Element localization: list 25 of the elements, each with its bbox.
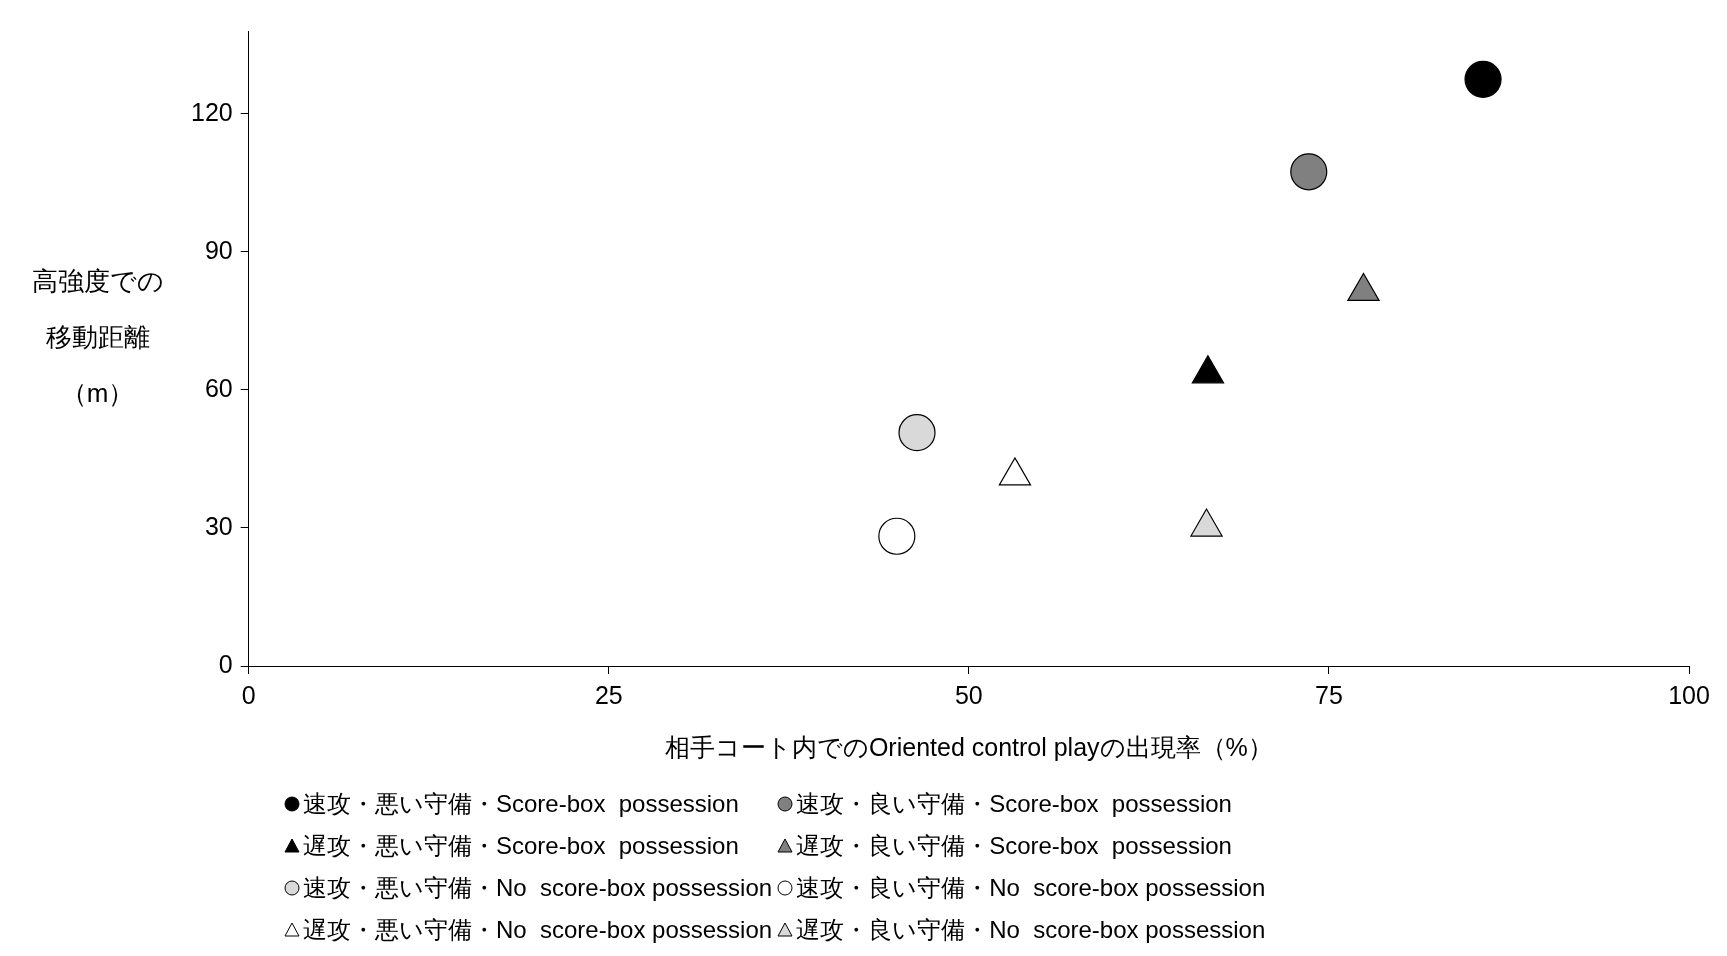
point bbox=[1464, 60, 1502, 98]
y-axis-title: 高強度での移動距離（m） bbox=[30, 265, 165, 410]
y-tick-label: 120 bbox=[190, 97, 233, 126]
x-tick-label: 0 bbox=[241, 680, 256, 709]
x-tick-label: 100 bbox=[1668, 680, 1710, 709]
legend-label: 遅攻・良い守備・Score-box possession bbox=[796, 831, 1232, 861]
x-tick-label: 50 bbox=[954, 680, 983, 709]
x-axis-title: 相手コート内でのOriented control playの出現率（%） bbox=[664, 732, 1273, 761]
legend-label: 遅攻・良い守備・No score-box possession bbox=[796, 915, 1266, 945]
y-tick-label: 60 bbox=[204, 373, 233, 402]
y-tick-label: 90 bbox=[204, 235, 233, 264]
legend-label: 速攻・悪い守備・No score-box possession bbox=[303, 873, 773, 903]
x-tick-label: 25 bbox=[594, 680, 623, 709]
y-tick-label: 0 bbox=[218, 649, 233, 678]
point bbox=[1191, 355, 1225, 384]
legend-label: 速攻・良い守備・No score-box possession bbox=[796, 873, 1266, 903]
legend-label: 速攻・良い守備・Score-box possession bbox=[796, 789, 1232, 819]
legend-label: 遅攻・悪い守備・Score-box possession bbox=[303, 831, 739, 861]
legend-label: 遅攻・悪い守備・No score-box possession bbox=[303, 915, 773, 945]
x-tick-label: 75 bbox=[1315, 680, 1343, 709]
legend-label: 速攻・悪い守備・Score-box possession bbox=[303, 789, 739, 819]
point bbox=[1190, 508, 1223, 537]
y-tick-label: 30 bbox=[204, 511, 233, 540]
point bbox=[1290, 153, 1328, 191]
point bbox=[998, 457, 1032, 486]
